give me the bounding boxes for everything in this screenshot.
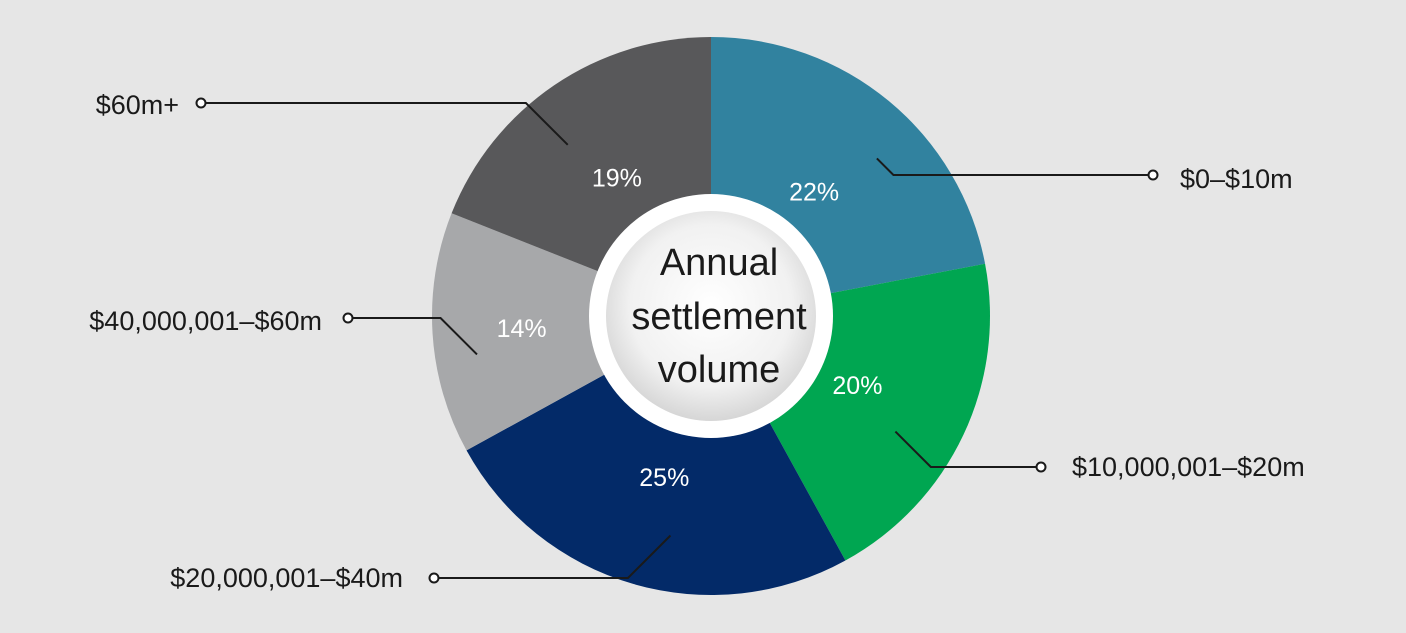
slice-3-value-label: 25% [639,464,689,492]
slice-1-category-label: $0–$10m [1180,164,1293,194]
center-title-line-3: volume [658,349,781,391]
center-title-line-2: settlement [631,296,807,338]
slice-value-labels: 22% 20% 25% 14% 19% [497,165,883,492]
slice-2-category-label: $10,000,001–$20m [1072,452,1305,482]
slice-4-leader-dot [342,312,354,324]
slice-4 [432,213,711,451]
slice-5-category-label: $60m+ [96,90,179,120]
center-title-line-1: Annual [660,242,778,284]
slice-2-value-label: 20% [832,372,882,400]
slice-3-leader-line [434,534,672,579]
center-disc [606,211,816,421]
slice-4-category-label: $40,000,001–$60m [89,306,322,336]
slice-2-leader-dot [1035,461,1047,473]
category-labels: $0–$10m $10,000,001–$20m $20,000,001–$40m $… [89,90,1304,593]
slice-5-leader-dot [195,97,207,109]
slice-2-leader-line [894,430,1041,468]
slice-1-value-label: 22% [789,178,839,206]
leader-lines [195,97,1159,584]
slice-3-category-label: $20,000,001–$40m [170,563,403,593]
center-hole: Annual settlement volume [589,194,833,438]
slice-4-value-label: 14% [497,315,547,343]
slice-5-leader-line [201,102,569,146]
slice-3-leader-dot [428,572,440,584]
slice-1-leader-line [876,157,1153,176]
slice-5-value-label: 19% [592,165,642,193]
slice-4-leader-line [348,317,478,356]
slice-1-leader-dot [1147,169,1159,181]
slice-3 [466,316,846,595]
